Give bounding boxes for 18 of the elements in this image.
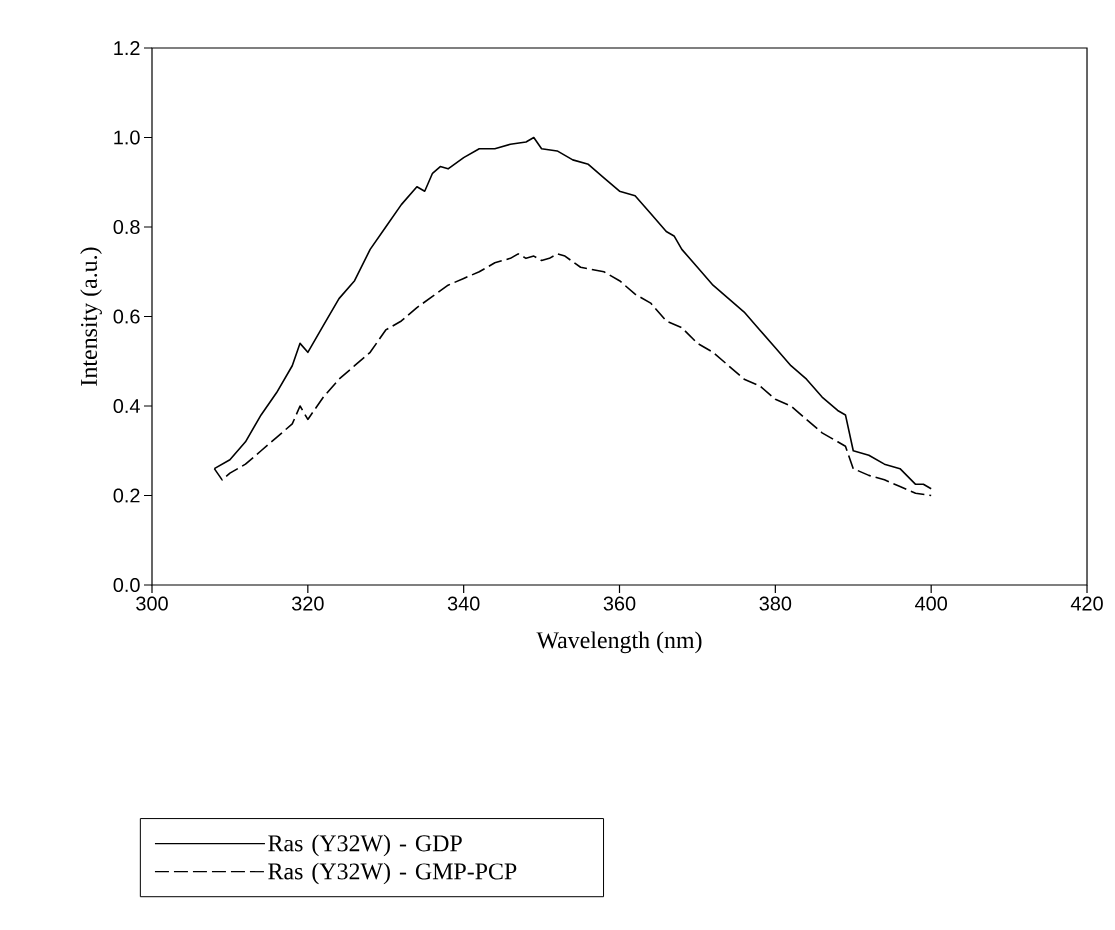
y-axis-title: Intensity (a.u.) [80, 247, 102, 386]
x-tick-label: 400 [915, 596, 948, 611]
y-tick-label: 0.6 [113, 309, 140, 324]
x-tick-label: 300 [136, 596, 168, 611]
y-tick-label: 0.8 [113, 219, 140, 235]
x-tick-label: 320 [291, 596, 324, 611]
x-tick-label: 380 [759, 596, 792, 611]
x-axis-title: Wavelength (nm) [536, 631, 702, 654]
y-tick-label: 1.0 [114, 130, 140, 145]
y-tick-label: 0.2 [113, 488, 140, 503]
y-tick-label: 0.0 [113, 577, 140, 593]
x-tick-label: 340 [447, 596, 480, 611]
x-tick-label: 360 [603, 596, 636, 611]
x-tick-label: 420 [1070, 596, 1103, 611]
legend-label: Ras (Y32W) - GDP [268, 834, 462, 857]
legend-label: Ras (Y32W) - GMP-PCP [268, 862, 517, 885]
y-tick-label: 0.4 [113, 398, 140, 414]
y-tick-label: 1.2 [114, 41, 140, 55]
